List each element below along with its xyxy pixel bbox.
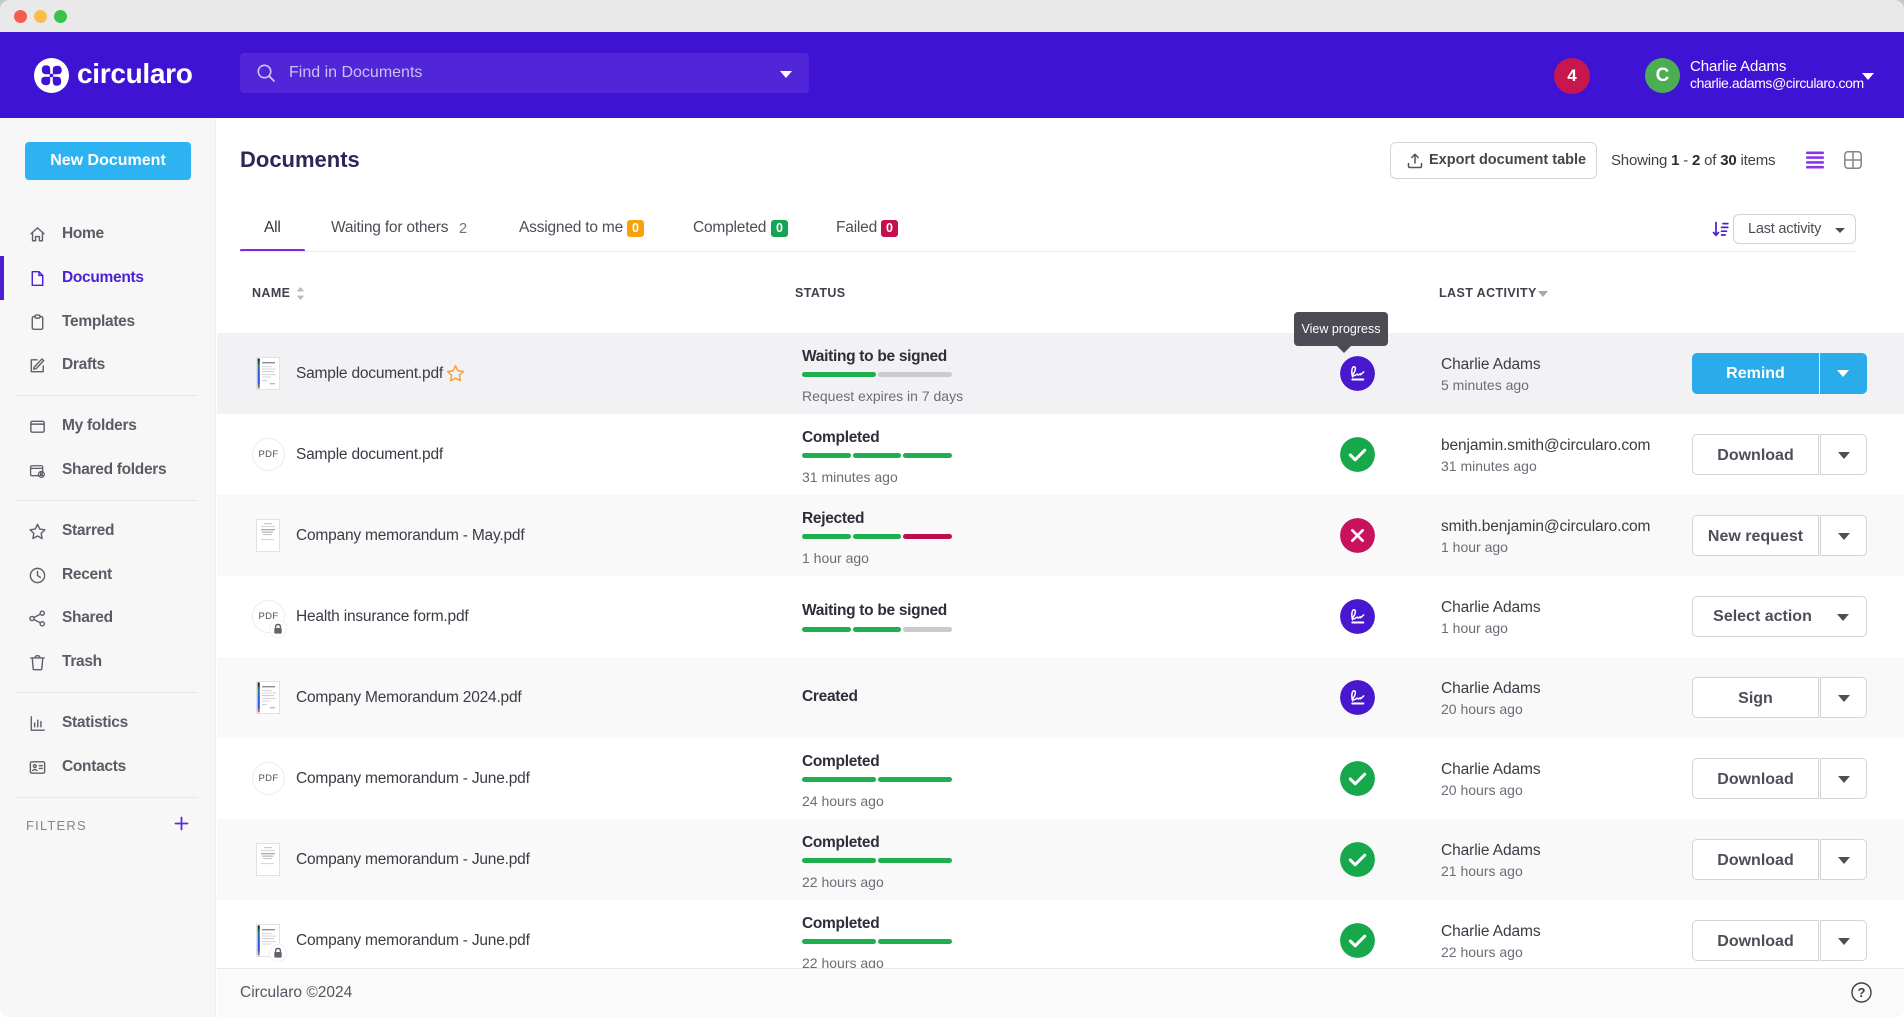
svg-text:?: ? (1858, 985, 1866, 1000)
